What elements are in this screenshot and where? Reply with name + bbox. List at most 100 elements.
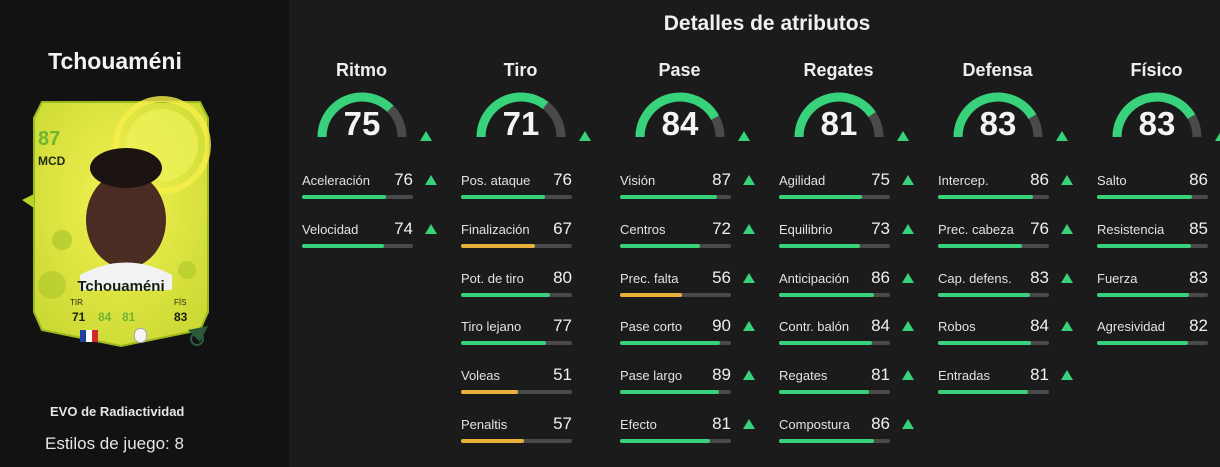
club-badge-icon <box>134 328 147 343</box>
rating-gauge: 71 <box>473 87 591 149</box>
stat-bar-track <box>779 195 890 199</box>
stat-row: Equilibrio 73 <box>779 219 914 259</box>
upgrade-arrow-icon <box>902 370 914 381</box>
stat-row: Pase largo 89 <box>620 365 755 405</box>
upgrade-arrow-icon <box>743 419 755 429</box>
upgrade-arrow-icon <box>1061 175 1073 185</box>
stat-row: Robos 84 <box>938 316 1073 356</box>
stat-label: Prec. falta <box>620 270 679 286</box>
stat-value: 73 <box>871 218 890 238</box>
rating-gauge: 75 <box>314 87 432 149</box>
stat-bar-fill <box>461 195 545 199</box>
column-title: Tiro <box>503 60 538 80</box>
stat-value: 86 <box>871 414 890 433</box>
stat-bar-track <box>1097 195 1208 199</box>
gauge-arc <box>317 92 407 138</box>
upgrade-arrow-icon <box>420 131 432 141</box>
gauge-value: 83 <box>979 105 1017 142</box>
stat-bar-fill <box>620 292 682 297</box>
card-stat-label: FÍS <box>174 298 187 307</box>
gauge-fill <box>953 92 1037 138</box>
stat-label: Aceleración <box>302 173 370 188</box>
stat-bar-track <box>1097 341 1208 346</box>
stat-row: Pot. de tiro 80 <box>461 268 596 308</box>
stat-bar-track <box>779 243 890 248</box>
stat-value: 83 <box>1189 267 1208 287</box>
stat-value: 86 <box>1030 170 1049 189</box>
stat-row: Agresividad 82 <box>1097 316 1220 356</box>
gauge-value: 83 <box>1138 105 1176 142</box>
playstyles-count[interactable]: Estilos de juego: 8 <box>45 434 184 453</box>
stat-bar-fill <box>779 439 874 443</box>
stat-label: Visión <box>620 173 656 188</box>
stat-bar-track <box>1097 292 1208 297</box>
upgrade-arrow-icon <box>902 321 914 332</box>
stat-bar-fill <box>461 341 546 346</box>
stat-bar-track <box>620 195 731 199</box>
stat-value: 72 <box>712 218 731 238</box>
upgrade-arrow-icon <box>743 321 755 332</box>
stat-row: Centros 72 <box>620 219 755 259</box>
player-card[interactable]: 87 MCD Tchouaméni TIR FÍS 71 84 81 83 <box>22 90 220 350</box>
stat-value: 87 <box>712 170 731 189</box>
stat-bar-fill <box>938 292 1030 297</box>
stat-row: Entradas 81 <box>938 365 1073 405</box>
stat-bar-fill <box>620 439 710 443</box>
nation-flag-icon <box>80 330 98 342</box>
gauge-value: 81 <box>820 105 858 142</box>
stat-label: Salto <box>1097 173 1127 188</box>
upgrade-arrow-icon <box>1215 131 1220 141</box>
stat-label: Finalización <box>461 221 530 237</box>
column-title: Defensa <box>962 60 1033 80</box>
stat-bar-track <box>938 195 1049 199</box>
stat-bar-track <box>620 292 731 297</box>
stat-bar-fill <box>620 195 717 199</box>
stat-value: 80 <box>553 267 572 287</box>
stat-row: Anticipación 86 <box>779 268 914 308</box>
upgrade-arrow-icon <box>1056 131 1068 141</box>
rating-gauge: 83 <box>950 87 1068 149</box>
stat-bar-fill <box>1097 195 1192 199</box>
player-name: Tchouaméni <box>48 48 182 74</box>
stat-value: 51 <box>553 365 572 385</box>
stat-value: 90 <box>712 316 731 336</box>
upgrade-arrow-icon <box>743 223 755 234</box>
stat-row: Contr. balón 84 <box>779 316 914 356</box>
stat-label: Velocidad <box>302 221 359 237</box>
card-stat-value: 81 <box>122 310 136 324</box>
stat-value: 82 <box>1189 316 1208 336</box>
attribute-column-ritmo: Ritmo 75 <box>302 60 437 149</box>
stat-bar-track <box>620 341 731 346</box>
card-stat-value: 83 <box>174 310 188 324</box>
stat-label: Voleas <box>461 368 501 384</box>
stat-bar-fill <box>302 195 386 199</box>
stat-value: 81 <box>712 414 731 433</box>
upgrade-arrow-icon <box>902 419 914 429</box>
stat-bar-track <box>938 341 1049 346</box>
stat-label: Pos. ataque <box>461 173 531 188</box>
stat-label: Pase corto <box>620 319 683 335</box>
stat-value: 74 <box>394 218 413 238</box>
gauge-value: 84 <box>661 105 699 142</box>
stat-bar-fill <box>620 243 700 248</box>
stat-bar-fill <box>1097 341 1188 346</box>
player-panel: Tchouaméni 87 MCD Tchouaméni TIR FÍ <box>0 0 289 467</box>
stat-label: Anticipación <box>779 270 850 286</box>
stat-row: Prec. cabeza 76 <box>938 219 1073 259</box>
stat-row: Pase corto 90 <box>620 316 755 356</box>
stat-value: 84 <box>1030 316 1049 336</box>
card-position: MCD <box>38 154 66 168</box>
stat-bar-fill <box>461 390 518 395</box>
stat-value: 75 <box>871 170 890 189</box>
column-title: Ritmo <box>336 60 387 80</box>
stat-bar-fill <box>779 390 869 395</box>
stat-bar-fill <box>461 292 550 297</box>
stat-label: Resistencia <box>1097 221 1165 237</box>
stat-row: Penaltis 57 <box>461 414 596 454</box>
stat-value: 77 <box>553 316 572 336</box>
stat-bar-fill <box>1097 243 1191 248</box>
upgrade-arrow-icon <box>425 223 437 234</box>
stat-bar-track <box>461 439 572 443</box>
upgrade-arrow-icon <box>743 175 755 185</box>
upgrade-arrow-icon <box>738 131 750 141</box>
